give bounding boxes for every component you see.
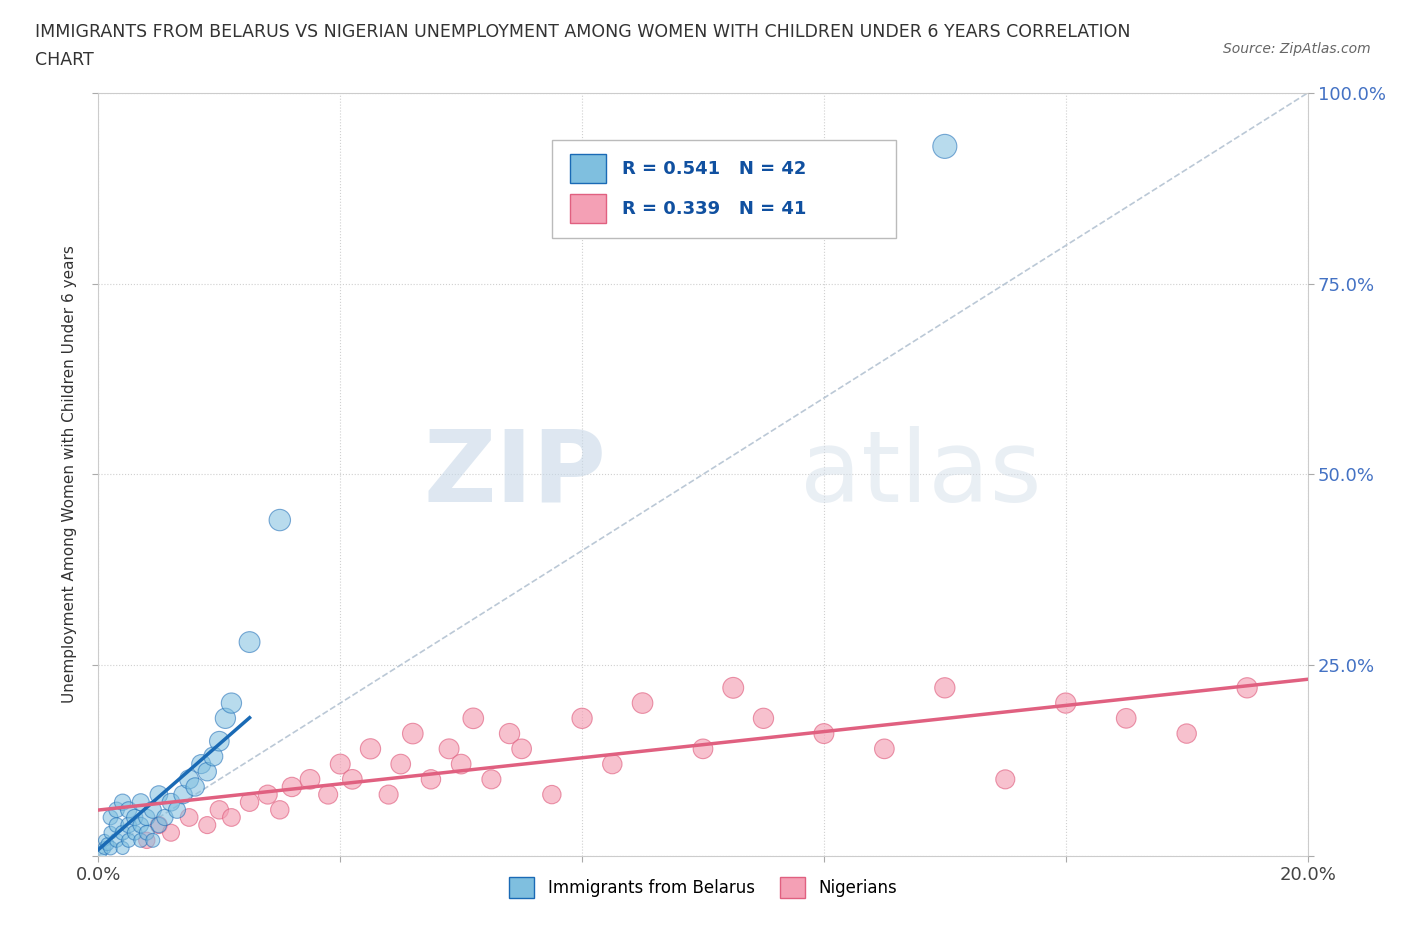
- Point: [602, 757, 624, 772]
- Point: [111, 825, 134, 840]
- Point: [342, 772, 364, 787]
- Text: Source: ZipAtlas.com: Source: ZipAtlas.com: [1223, 42, 1371, 56]
- Point: [377, 787, 399, 802]
- Point: [184, 779, 207, 794]
- Point: [135, 810, 157, 825]
- Point: [450, 757, 472, 772]
- Point: [118, 833, 141, 848]
- Point: [281, 779, 304, 794]
- Point: [994, 772, 1017, 787]
- Point: [179, 772, 201, 787]
- Point: [752, 711, 775, 725]
- Point: [934, 681, 956, 696]
- Point: [873, 741, 896, 756]
- Point: [100, 825, 122, 840]
- Point: [1054, 696, 1077, 711]
- Point: [498, 726, 520, 741]
- Text: R = 0.339   N = 41: R = 0.339 N = 41: [621, 200, 807, 218]
- Point: [723, 681, 745, 696]
- Point: [160, 825, 183, 840]
- Point: [329, 757, 352, 772]
- Point: [135, 825, 157, 840]
- Point: [129, 795, 152, 810]
- Point: [221, 696, 243, 711]
- Point: [93, 833, 115, 848]
- Point: [118, 803, 141, 817]
- Legend: Immigrants from Belarus, Nigerians: Immigrants from Belarus, Nigerians: [502, 870, 904, 905]
- Point: [105, 817, 128, 832]
- Point: [481, 772, 503, 787]
- FancyBboxPatch shape: [551, 140, 897, 238]
- Point: [402, 726, 425, 741]
- Point: [105, 803, 128, 817]
- Point: [389, 757, 412, 772]
- Point: [172, 787, 194, 802]
- Point: [148, 817, 170, 832]
- Point: [148, 787, 170, 802]
- Point: [360, 741, 382, 756]
- Point: [463, 711, 485, 725]
- Point: [190, 757, 212, 772]
- Point: [129, 817, 152, 832]
- Point: [166, 803, 188, 817]
- Point: [1175, 726, 1198, 741]
- Point: [160, 795, 183, 810]
- Point: [195, 764, 218, 779]
- Point: [153, 810, 176, 825]
- Point: [437, 741, 460, 756]
- Point: [100, 841, 122, 856]
- Point: [813, 726, 835, 741]
- Point: [111, 841, 134, 856]
- Point: [269, 803, 291, 817]
- Point: [299, 772, 322, 787]
- Point: [316, 787, 339, 802]
- Point: [510, 741, 533, 756]
- Point: [1115, 711, 1137, 725]
- Point: [208, 734, 231, 749]
- Y-axis label: Unemployment Among Women with Children Under 6 years: Unemployment Among Women with Children U…: [62, 246, 77, 703]
- Point: [692, 741, 714, 756]
- Point: [148, 817, 170, 832]
- Point: [129, 833, 152, 848]
- Point: [214, 711, 236, 725]
- Point: [540, 787, 562, 802]
- Text: ZIP: ZIP: [423, 426, 606, 523]
- Point: [239, 795, 262, 810]
- Point: [631, 696, 654, 711]
- Point: [118, 817, 141, 832]
- Point: [135, 833, 157, 848]
- Point: [269, 512, 291, 527]
- Text: CHART: CHART: [35, 51, 94, 69]
- Point: [105, 833, 128, 848]
- Point: [1236, 681, 1258, 696]
- Point: [179, 810, 201, 825]
- Point: [111, 795, 134, 810]
- Text: atlas: atlas: [800, 426, 1042, 523]
- Point: [100, 810, 122, 825]
- Point: [420, 772, 443, 787]
- Point: [934, 139, 956, 153]
- Point: [221, 810, 243, 825]
- Point: [571, 711, 593, 725]
- Text: R = 0.541   N = 42: R = 0.541 N = 42: [621, 160, 807, 179]
- Bar: [569, 154, 606, 183]
- Text: IMMIGRANTS FROM BELARUS VS NIGERIAN UNEMPLOYMENT AMONG WOMEN WITH CHILDREN UNDER: IMMIGRANTS FROM BELARUS VS NIGERIAN UNEM…: [35, 23, 1130, 41]
- Point: [124, 825, 146, 840]
- Point: [142, 803, 165, 817]
- Bar: [569, 193, 606, 222]
- Point: [195, 817, 218, 832]
- Point: [256, 787, 278, 802]
- Point: [96, 837, 118, 852]
- Point: [124, 810, 146, 825]
- Point: [93, 841, 115, 856]
- Point: [239, 634, 262, 649]
- Point: [142, 833, 165, 848]
- Point: [208, 803, 231, 817]
- Point: [202, 749, 225, 764]
- Point: [90, 844, 112, 859]
